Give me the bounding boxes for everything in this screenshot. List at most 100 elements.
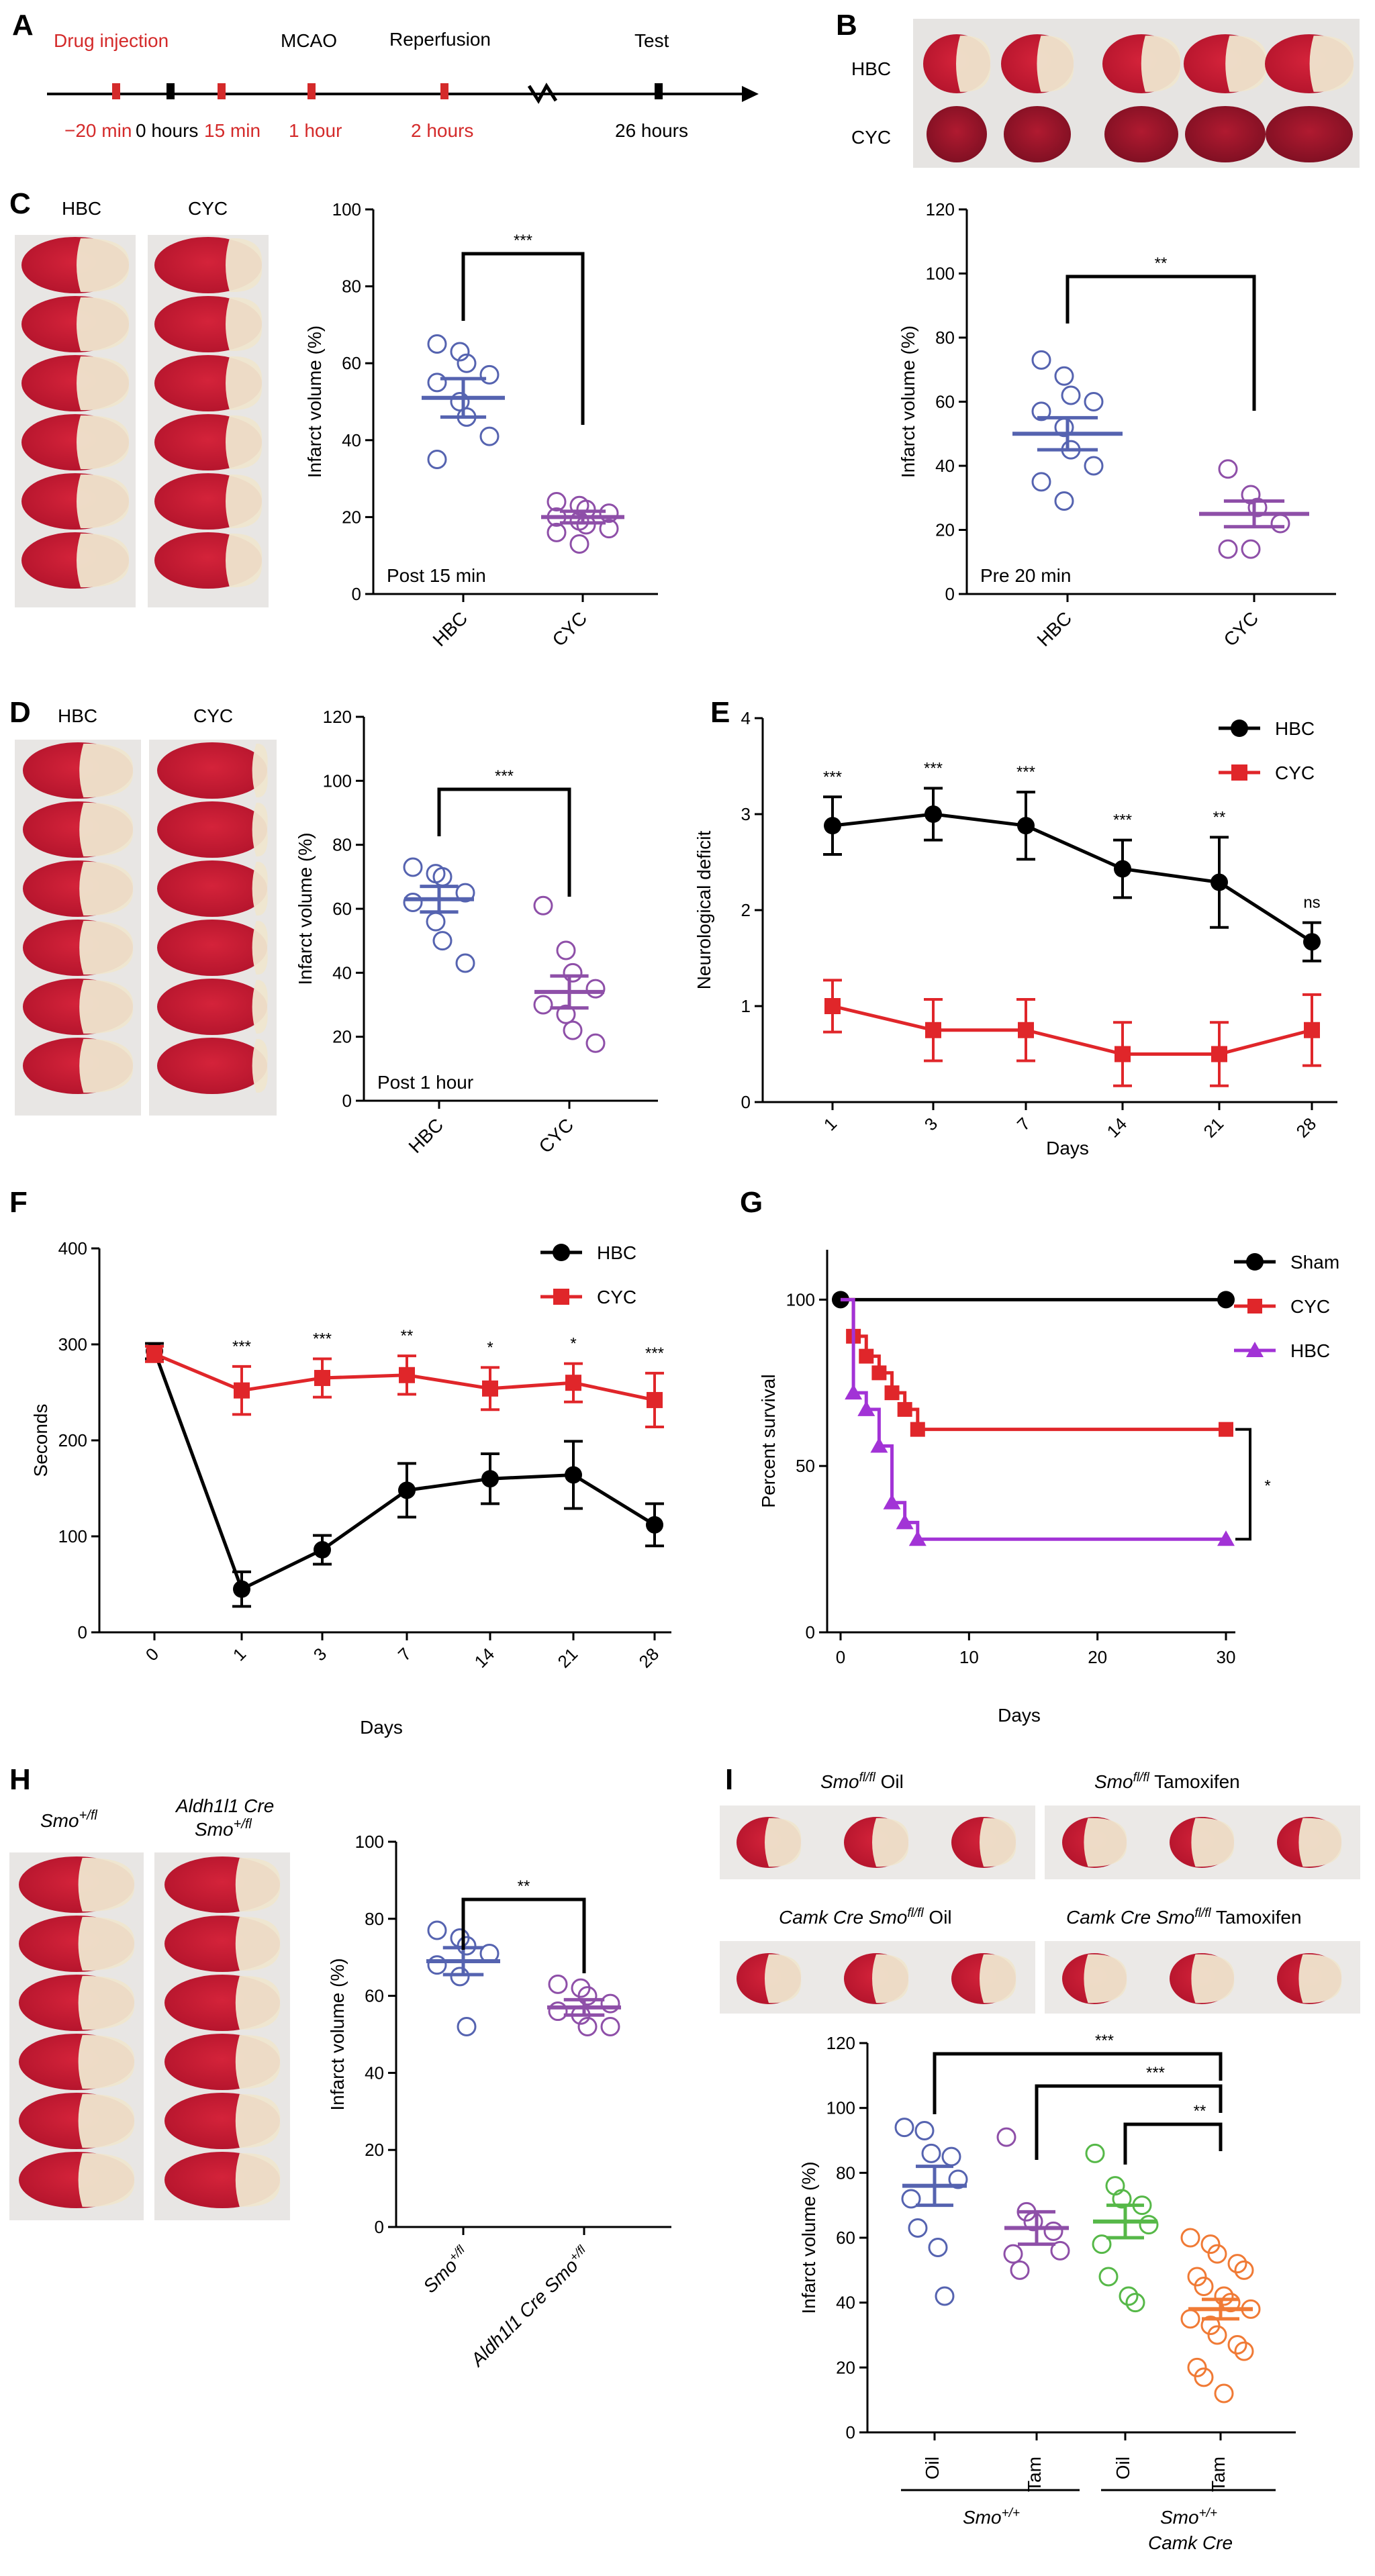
significance-label: *** [1113, 811, 1132, 830]
significance-label: * [1264, 1477, 1270, 1495]
infarct-region [765, 1954, 802, 2003]
data-point [1050, 2240, 1070, 2261]
chart-g: 0 50 100 Percent survival 0 10 20 30 Days * Sham CY… [758, 1250, 1339, 1726]
panel-label-h: H [9, 1763, 31, 1796]
data-point [1084, 392, 1104, 411]
data-point [1200, 2316, 1221, 2335]
infarct-region [79, 980, 134, 1034]
panel-d: D HBC CYC 0 20 40 60 80 100 120 Infarct volume … [9, 696, 658, 1157]
infarct-region [252, 980, 268, 1034]
chart-c-right: 0 20 40 60 80 100 120 Infarct volume (%) HBC CYC *… [898, 199, 1336, 650]
x-category-label: HBC [429, 607, 472, 650]
data-point [1214, 2286, 1234, 2306]
infarct-region [79, 803, 134, 856]
y-axis-label: Infarct volume (%) [295, 832, 316, 985]
y-tick-label: 60 [342, 353, 361, 373]
data-point [1114, 860, 1131, 878]
x-tick-label: 21 [1200, 1113, 1228, 1142]
data-point [1227, 2335, 1247, 2355]
series-line [832, 1004, 1313, 1056]
data-point [547, 491, 567, 511]
y-axis-label: Infarct volume (%) [327, 1958, 348, 2110]
y-tick-label: 3 [741, 804, 751, 824]
infarct-region [765, 1818, 802, 1867]
x-tick-label: 3 [920, 1113, 941, 1134]
x-category-label: Oil [922, 2457, 943, 2479]
data-point [427, 334, 447, 354]
significance-label: *** [1016, 763, 1035, 781]
data-point [1180, 2309, 1200, 2329]
data-point [1218, 459, 1238, 479]
y-tick-label: 100 [926, 264, 955, 284]
legend-label: HBC [1275, 718, 1315, 739]
significance-label: *** [1095, 2032, 1114, 2050]
group-label-smo-camk-line1: Smo+/+ [1160, 2506, 1217, 2528]
y-tick-label: 20 [935, 520, 955, 540]
data-point [935, 2286, 955, 2306]
data-point [1003, 2244, 1023, 2264]
infarct-region [1084, 1954, 1127, 2003]
data-point [427, 373, 447, 393]
chart-h: 0 20 40 60 80 100 Infarct volume (%) ** Smo+/flA… [327, 1832, 671, 2371]
y-tick-label: 0 [806, 1622, 815, 1642]
data-point [565, 1375, 581, 1391]
panel-h: H Smo+/fl Aldh1l1 Cre Smo+/fl 0 20 40 60 80 1… [9, 1763, 671, 2371]
data-point [1211, 873, 1228, 891]
significance-label: *** [823, 768, 842, 786]
panel-e: E 0 1 2 3 4 Neurological deficit 1 3 7 14 21 28 Days… [694, 696, 1337, 1158]
infarct-region [78, 1858, 135, 1912]
y-tick-label: 60 [332, 899, 352, 919]
x-tick-label: 20 [1088, 1647, 1107, 1667]
data-point [1241, 539, 1261, 559]
x-tick-label: 0 [142, 1644, 162, 1665]
significance-bracket [437, 787, 571, 897]
timeline-break-icon [527, 83, 558, 104]
y-tick-label: 100 [355, 1832, 384, 1852]
data-point [399, 1367, 415, 1383]
data-point [1115, 1046, 1131, 1062]
significance-label: ns [1303, 894, 1320, 912]
infarct-region [77, 415, 130, 469]
x-category-label: Smo+/fl [419, 2242, 473, 2297]
annotation: Post 15 min [387, 565, 486, 586]
data-point [599, 503, 619, 524]
data-point [457, 353, 477, 373]
y-tick-label: 100 [58, 1526, 87, 1546]
brain-slice [157, 742, 267, 799]
x-tick-label: 30 [1217, 1647, 1236, 1667]
infarct-region [235, 2094, 281, 2148]
panel-label-a: A [12, 9, 34, 42]
panel-label-d: D [9, 696, 31, 729]
photo-label-camk-oil: Camk Cre Smofl/fl Oil [779, 1906, 952, 1928]
y-tick-label: 100 [826, 2098, 855, 2118]
x-axis-label: Days [360, 1717, 403, 1738]
data-point [941, 2146, 961, 2167]
group-label-smo: Smo+/+ [963, 2506, 1020, 2528]
infarct-region [252, 1039, 268, 1093]
significance-label: ** [1155, 254, 1168, 273]
x-tick-label: 14 [1103, 1113, 1131, 1142]
x-tick-label: 1 [820, 1113, 841, 1134]
data-point [1010, 2260, 1030, 2280]
data-point [1218, 539, 1238, 559]
annotation: Pre 20 min [980, 565, 1071, 586]
data-point [585, 1033, 606, 1053]
legend-label: HBC [597, 1242, 636, 1263]
photo-label-smo-flfl-oil: Smofl/fl Oil [820, 1771, 904, 1793]
legend-label: HBC [1290, 1340, 1330, 1361]
data-point [1187, 2357, 1207, 2377]
infarct-region [1309, 36, 1354, 92]
infarct-region [252, 921, 268, 975]
legend-label: CYC [1275, 762, 1315, 783]
y-tick-label: 0 [342, 1091, 352, 1111]
brain-slice-images [23, 742, 268, 1094]
y-tick-label: 40 [342, 430, 361, 450]
y-tick-label: 40 [365, 2063, 384, 2083]
panel-label-b: B [836, 9, 857, 42]
data-point [857, 1400, 875, 1416]
significance-label: ** [518, 1877, 530, 1895]
data-point [481, 1470, 499, 1488]
infarct-region [1225, 36, 1268, 92]
y-axis-label: Infarct volume (%) [304, 326, 325, 478]
infarct-region [79, 744, 134, 797]
